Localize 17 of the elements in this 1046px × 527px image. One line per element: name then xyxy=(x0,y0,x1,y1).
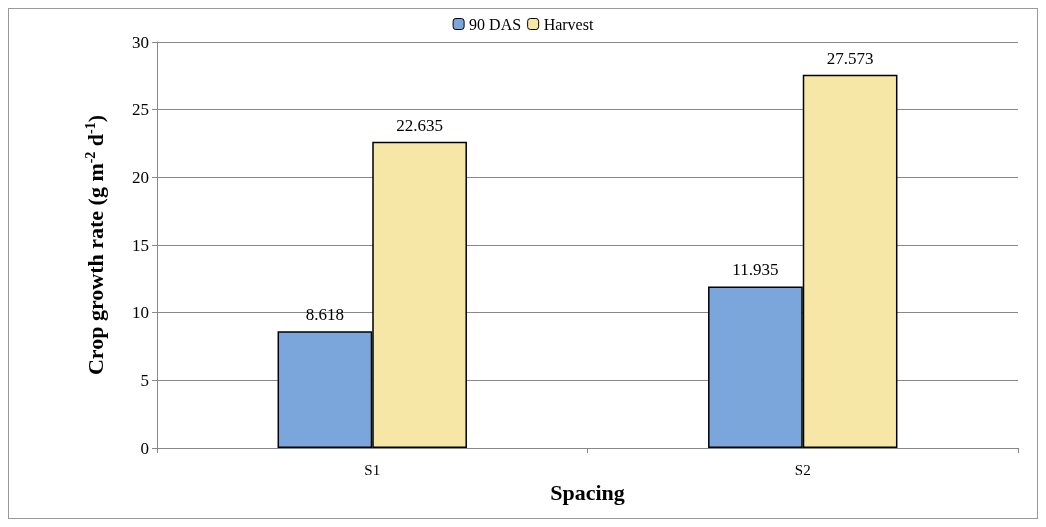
y-tick-label: 0 xyxy=(140,438,149,458)
x-axis-title: Spacing xyxy=(550,480,625,506)
legend-label: Harvest xyxy=(543,15,594,33)
y-tick-label: 15 xyxy=(132,235,149,255)
data-label: 11.935 xyxy=(732,260,779,280)
y-tick-label: 20 xyxy=(132,167,149,187)
y-axis-title: Crop growth rate (g m-2 d-1) xyxy=(82,114,108,376)
data-label: 22.635 xyxy=(396,115,443,135)
data-label: 8.618 xyxy=(305,305,345,325)
x-tick-label: S2 xyxy=(794,461,811,478)
data-label: 27.573 xyxy=(826,48,874,68)
y-tick-label: 30 xyxy=(132,32,149,52)
y-tick-label: 10 xyxy=(132,303,149,323)
x-tick-label: S1 xyxy=(364,461,381,478)
y-tick-label: 5 xyxy=(140,370,149,390)
y-tick-label: 25 xyxy=(132,100,149,120)
legend-label: 90 DAS xyxy=(469,15,522,33)
